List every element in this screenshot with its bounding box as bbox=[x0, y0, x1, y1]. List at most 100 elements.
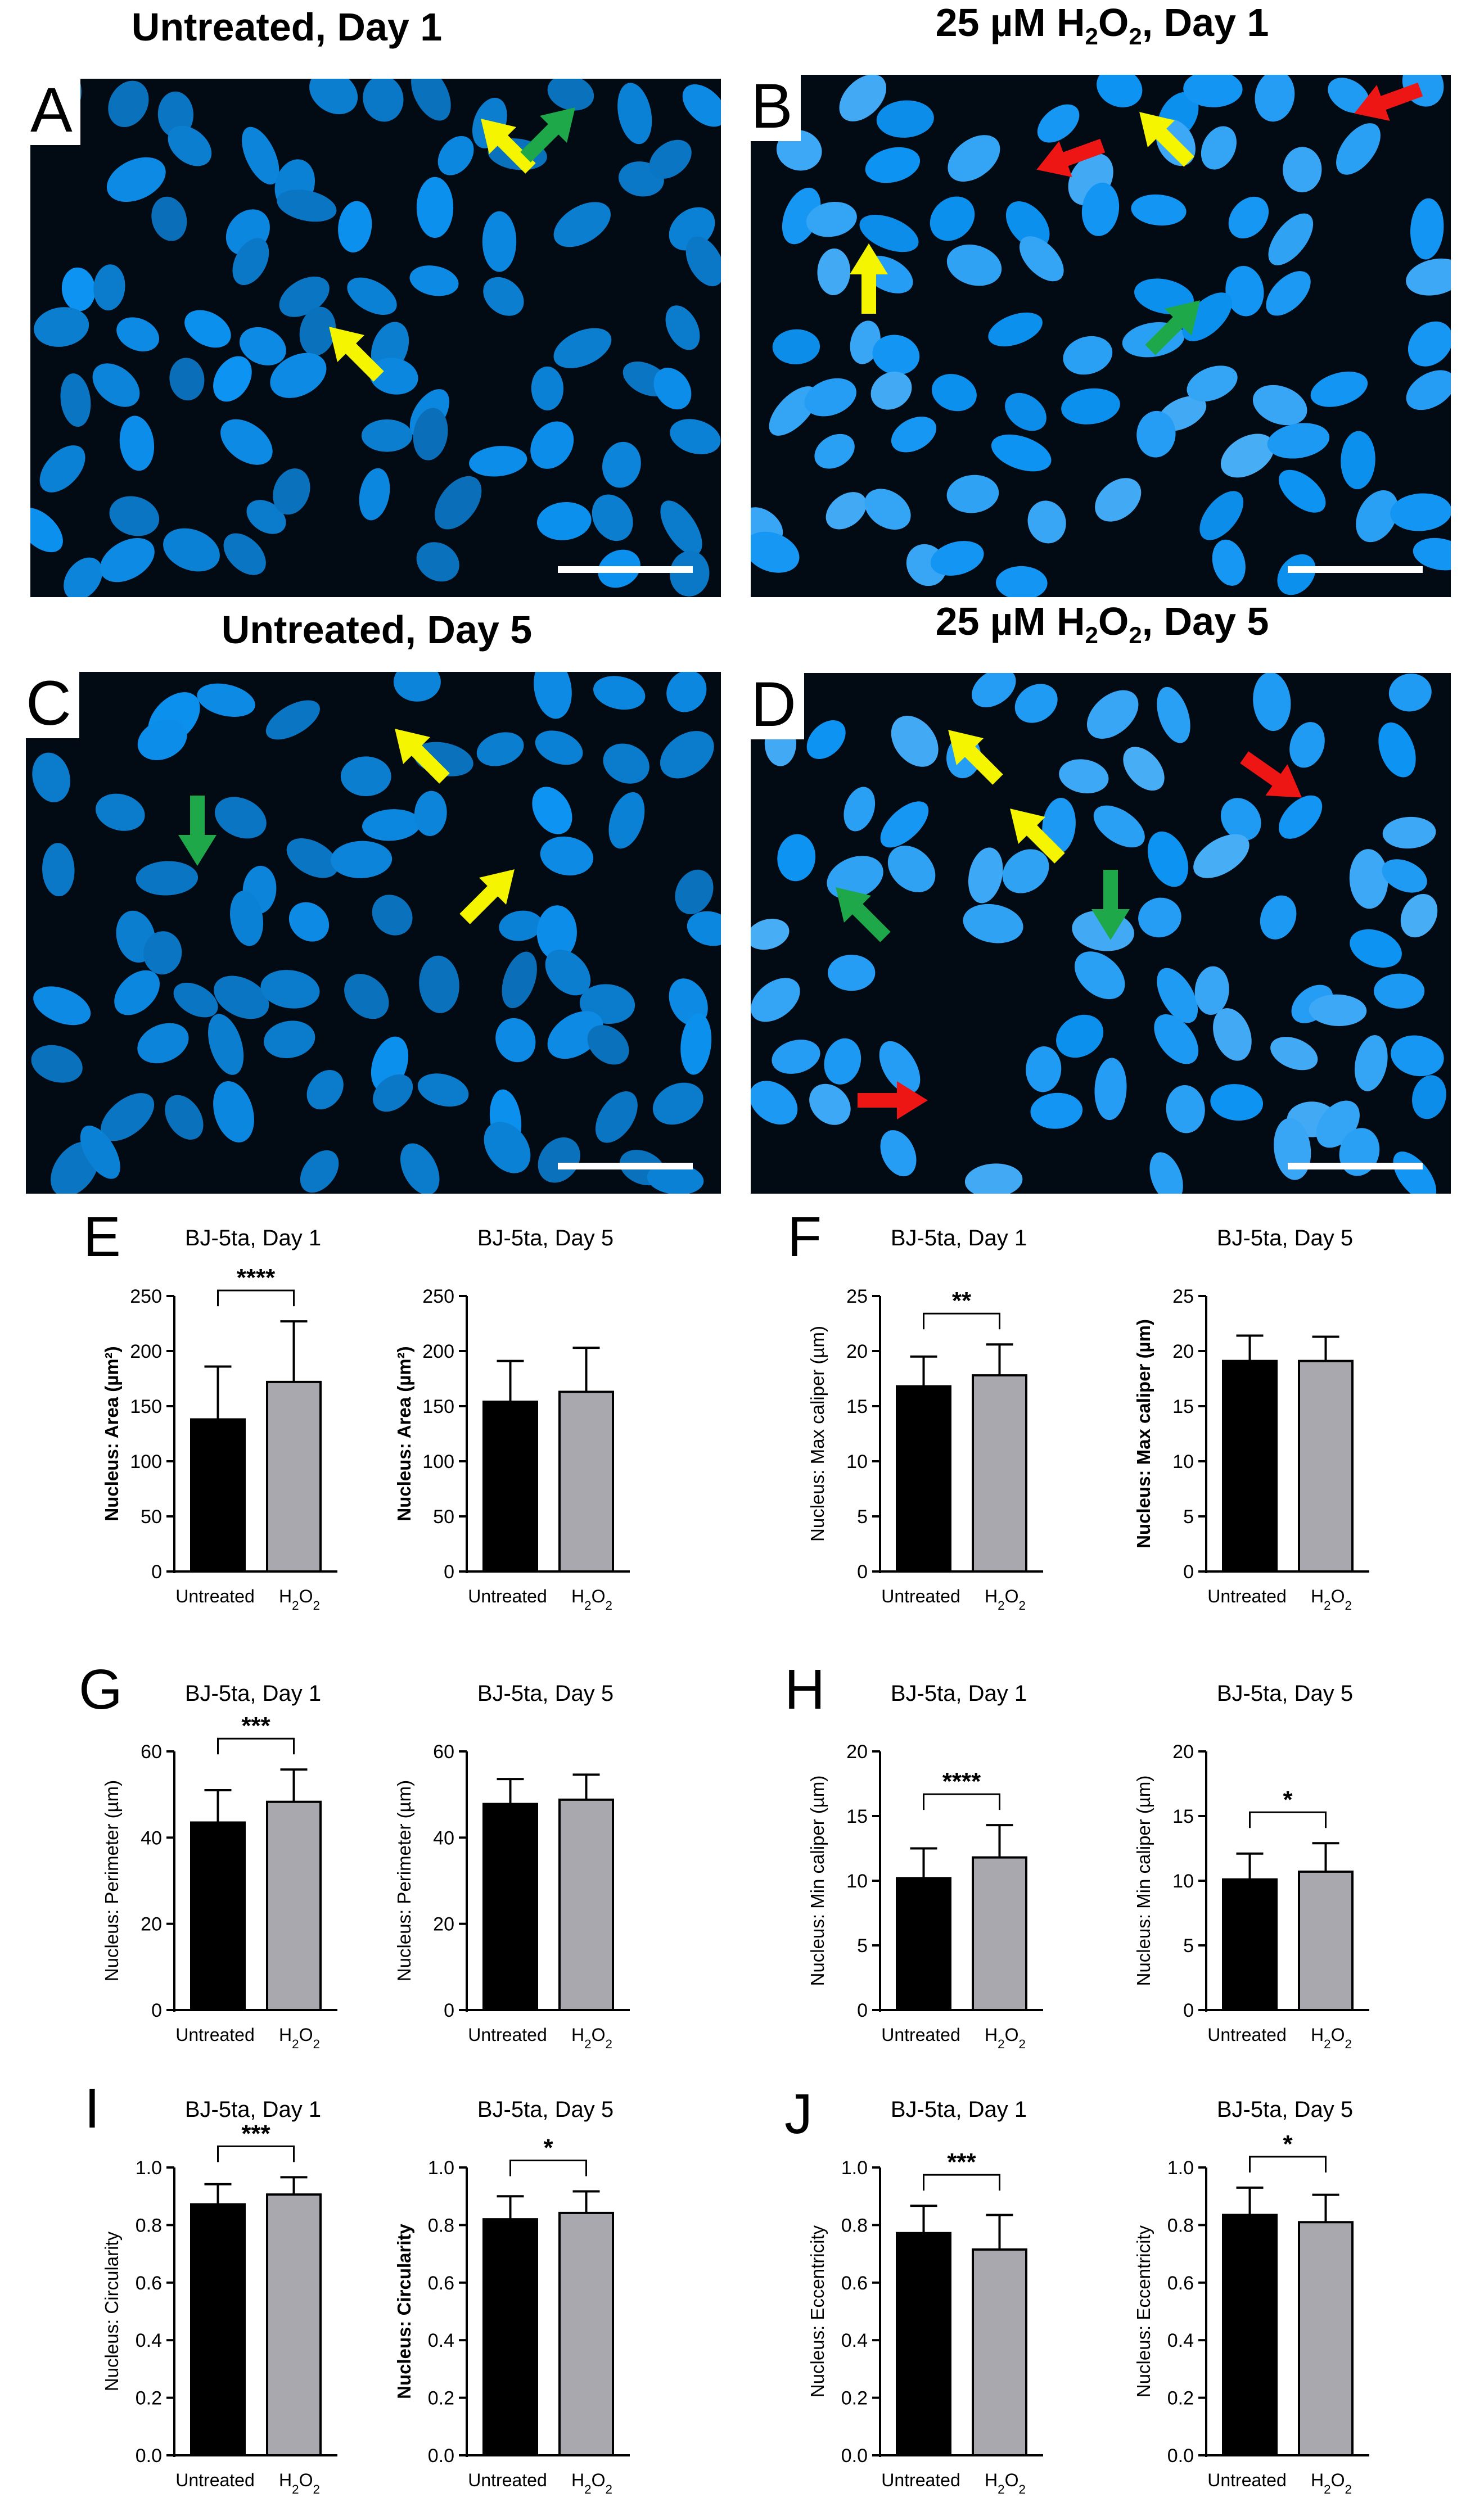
chart-h-day5: BJ-5ta, Day 5 0 5 10 15 20 Nucleus: Min calipe… bbox=[1133, 1681, 1369, 2051]
nucleus bbox=[870, 371, 912, 410]
nucleus bbox=[1408, 321, 1451, 367]
nucleus bbox=[1193, 834, 1250, 878]
y-tick-label: 10 bbox=[1172, 1871, 1194, 1892]
nucleus bbox=[1131, 194, 1187, 226]
text-part: H bbox=[571, 2025, 584, 2045]
y-axis-label: Nucleus: Area (µm²) bbox=[101, 1346, 122, 1521]
y-tick-label: 0.4 bbox=[1167, 2330, 1194, 2351]
nucleus bbox=[964, 1163, 1023, 1194]
y-tick-label: 150 bbox=[130, 1396, 162, 1417]
nucleus bbox=[137, 1023, 189, 1064]
nucleus bbox=[809, 1083, 851, 1125]
text-part: O bbox=[592, 1586, 606, 1606]
nucleus bbox=[1310, 371, 1368, 407]
text-part: O bbox=[1331, 2025, 1345, 2045]
nucleus bbox=[1253, 673, 1291, 731]
y-tick-label: 0.6 bbox=[428, 2273, 454, 2294]
text-part: Untreated, Day 1 bbox=[131, 5, 443, 49]
y-tick-label: 0 bbox=[857, 2000, 868, 2021]
micrograph-d: D bbox=[751, 673, 1451, 1194]
nucleus bbox=[151, 196, 187, 241]
bar bbox=[1222, 1360, 1278, 1573]
bar bbox=[1298, 1360, 1354, 1573]
micrograph-a: A bbox=[30, 79, 721, 597]
panel-letter: B bbox=[751, 75, 801, 141]
significance-label: *** bbox=[241, 2120, 270, 2147]
y-tick-label: 0.2 bbox=[1167, 2388, 1194, 2409]
nuclei-field bbox=[751, 673, 1451, 1194]
nucleus bbox=[108, 80, 149, 128]
micrograph-title-d: 25 µM H2O2, Day 5 bbox=[748, 599, 1456, 649]
micrograph-c: C bbox=[26, 672, 721, 1194]
nucleus bbox=[843, 787, 876, 832]
nucleus bbox=[32, 752, 70, 802]
text-part: H bbox=[1311, 1586, 1324, 1606]
nucleus bbox=[553, 328, 612, 368]
nucleus bbox=[416, 542, 459, 582]
nucleus bbox=[482, 211, 517, 272]
y-tick-label: 10 bbox=[846, 1451, 868, 1473]
nucleus bbox=[531, 366, 564, 410]
nucleus bbox=[547, 79, 594, 111]
y-tick-label: 20 bbox=[846, 1341, 868, 1362]
chart-f-day5: BJ-5ta, Day 5 0 5 10 15 20 25 Nucleus: Max cali… bbox=[1133, 1226, 1369, 1613]
nucleus bbox=[675, 869, 714, 915]
red-arrow bbox=[1354, 82, 1423, 121]
bar bbox=[1298, 2221, 1354, 2456]
nucleus bbox=[827, 856, 883, 900]
y-tick-label: 0 bbox=[151, 1561, 162, 1583]
y-axis-label: Nucleus: Eccentricity bbox=[1133, 2225, 1154, 2397]
nucleus bbox=[495, 1018, 536, 1063]
nucleus bbox=[1154, 1014, 1199, 1064]
y-tick-label: 0.4 bbox=[428, 2330, 454, 2351]
y-axis-label: Nucleus: Circularity bbox=[394, 2223, 414, 2399]
yellow-arrow bbox=[1010, 809, 1065, 864]
nucleus bbox=[751, 531, 800, 573]
scale-bar bbox=[558, 566, 693, 573]
text-part: H bbox=[1311, 2025, 1324, 2045]
nucleus bbox=[1225, 265, 1264, 317]
nucleus bbox=[777, 834, 816, 882]
nucleus bbox=[1336, 123, 1381, 175]
nucleus bbox=[1279, 795, 1323, 839]
chart-title: BJ-5ta, Day 5 bbox=[477, 2097, 614, 2122]
nucleus bbox=[887, 846, 936, 892]
x-tick-label: H2O2 bbox=[985, 2470, 1026, 2496]
bar bbox=[482, 1401, 538, 1573]
text-part: Untreated, Day 5 bbox=[221, 608, 533, 652]
nucleus bbox=[535, 730, 583, 765]
yellow-arrow bbox=[948, 730, 1003, 785]
nucleus bbox=[476, 732, 524, 766]
nucleus bbox=[119, 416, 155, 471]
nucleus bbox=[1406, 258, 1451, 296]
x-tick-label: Untreated bbox=[1207, 1586, 1287, 1606]
nucleus bbox=[839, 75, 887, 121]
y-tick-label: 0.6 bbox=[1167, 2273, 1194, 2294]
y-tick-label: 0.0 bbox=[1167, 2445, 1194, 2467]
nucleus bbox=[592, 494, 633, 541]
nucleus bbox=[1213, 1008, 1252, 1061]
nucleus bbox=[530, 421, 574, 469]
y-tick-label: 0 bbox=[857, 1561, 868, 1583]
y-tick-label: 0.8 bbox=[136, 2215, 162, 2236]
y-tick-label: 0 bbox=[151, 2000, 162, 2021]
x-tick-label: Untreated bbox=[468, 2470, 547, 2490]
nucleus bbox=[649, 139, 692, 179]
nucleus bbox=[931, 374, 977, 412]
bar bbox=[972, 1856, 1027, 2011]
nucleus bbox=[417, 1073, 469, 1107]
nucleus bbox=[270, 353, 327, 398]
y-axis-label: Nucleus: Area (µm²) bbox=[394, 1346, 414, 1521]
nucleus bbox=[96, 793, 145, 831]
nucleus bbox=[279, 276, 330, 317]
y-axis-label: Nucleus: Min caliper (µm) bbox=[1133, 1776, 1154, 1986]
nuclei-field bbox=[751, 75, 1451, 597]
bar bbox=[558, 1390, 614, 1573]
nucleus bbox=[173, 982, 218, 1018]
nucleus bbox=[288, 902, 330, 942]
nucleus bbox=[1228, 196, 1269, 238]
bar bbox=[482, 2218, 538, 2456]
green-arrow bbox=[178, 796, 216, 866]
nucleus bbox=[772, 329, 820, 364]
nucleus bbox=[143, 931, 182, 975]
